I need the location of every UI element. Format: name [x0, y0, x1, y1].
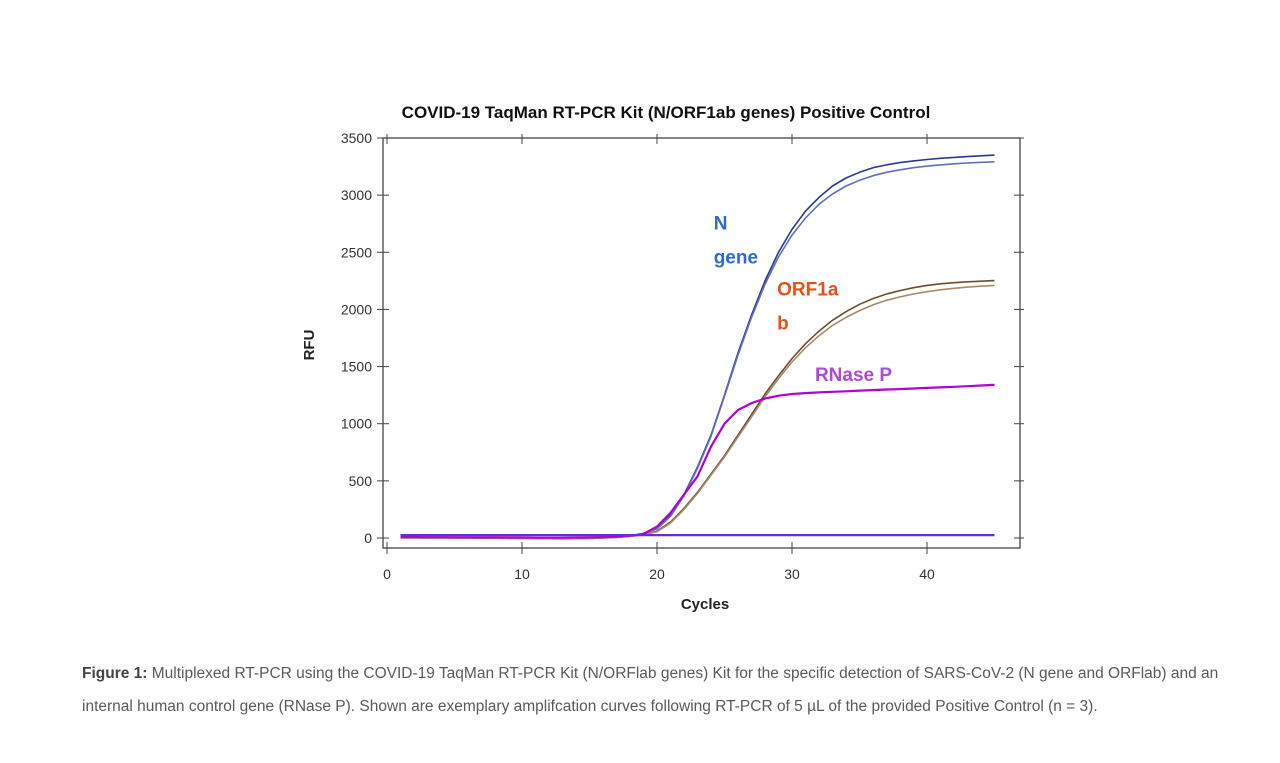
- series-annotation: ORF1a: [777, 280, 839, 301]
- series-annotation: RNase P: [815, 365, 892, 386]
- series-line-orf1ab: [400, 284, 995, 540]
- caption-text: Multiplexed RT-PCR using the COVID-19 Ta…: [82, 665, 1219, 715]
- y-axis-label: RFU: [301, 330, 318, 361]
- y-tick-label: 0: [364, 530, 372, 546]
- plot-frame: [382, 137, 1021, 549]
- y-tick-label: 3000: [341, 187, 372, 203]
- y-tick-label: 2500: [341, 244, 372, 260]
- series-annotation: gene: [714, 247, 758, 268]
- x-tick-label: 30: [784, 566, 800, 582]
- y-tick-label: 2000: [341, 301, 372, 317]
- amplification-chart: COVID-19 TaqMan RT-PCR Kit (N/ORF1ab gen…: [301, 103, 1024, 613]
- y-tick-label: 3500: [341, 130, 372, 146]
- series-line-n-gene: [400, 154, 995, 540]
- x-tick-label: 40: [919, 566, 935, 582]
- x-axis-label: Cycles: [681, 596, 729, 613]
- y-tick-label: 1000: [341, 416, 372, 432]
- series-annotation: N: [714, 213, 728, 234]
- series-annotation: b: [777, 314, 789, 335]
- x-tick-label: 20: [649, 566, 665, 582]
- series-line-n-gene: [400, 161, 995, 540]
- y-tick-label: 500: [349, 473, 373, 489]
- series-line-rnase-p: [400, 383, 995, 539]
- figure-caption: Figure 1: Multiplexed RT-PCR using the C…: [82, 657, 1232, 723]
- x-tick-label: 0: [383, 566, 391, 582]
- caption-label: Figure 1:: [82, 665, 148, 682]
- series-line-orf1ab: [400, 279, 995, 540]
- y-tick-label: 1500: [341, 359, 372, 375]
- chart-title: COVID-19 TaqMan RT-PCR Kit (N/ORF1ab gen…: [402, 103, 931, 122]
- x-tick-label: 10: [514, 566, 530, 582]
